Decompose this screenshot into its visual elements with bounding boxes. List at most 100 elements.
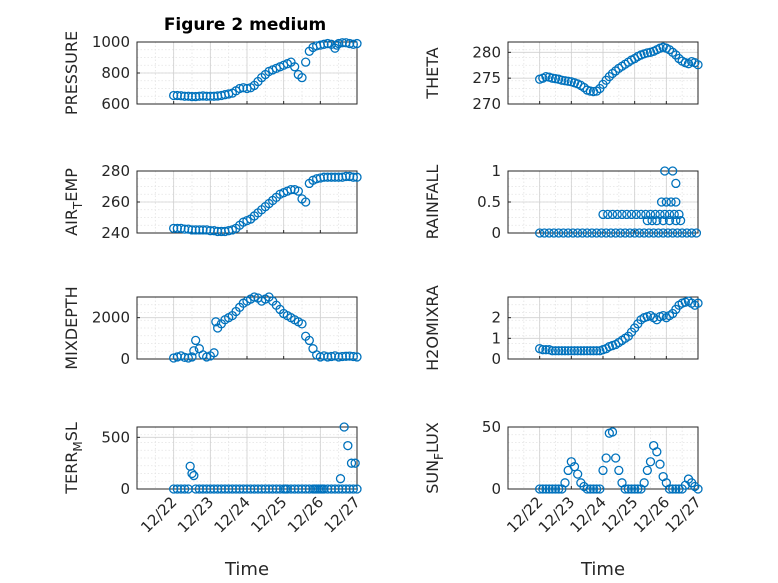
data-point <box>297 319 307 329</box>
y-tick-label: 1000 <box>92 33 130 51</box>
data-point <box>663 228 673 238</box>
data-point <box>202 91 212 101</box>
data-point <box>304 484 314 494</box>
x-tick-label: 12/23 <box>174 493 217 536</box>
data-point <box>326 172 336 182</box>
y-tick-label: 2000 <box>92 309 130 327</box>
data-point <box>598 465 608 476</box>
data-point <box>563 228 573 238</box>
data-point <box>187 468 197 479</box>
data-point <box>301 57 311 67</box>
data-point <box>631 209 641 220</box>
y-tick-label: 500 <box>101 428 130 446</box>
y-axis-label: THETA <box>423 47 442 99</box>
y-tick-label: 600 <box>101 95 130 113</box>
data-point <box>642 48 652 58</box>
data-point <box>323 38 333 49</box>
data-point <box>598 209 608 220</box>
y-tick-label: 240 <box>101 224 130 242</box>
data-point <box>348 351 358 362</box>
data-point <box>352 38 362 49</box>
data-point <box>655 459 665 469</box>
data-point <box>183 484 193 494</box>
x-tick-label: 12/22 <box>137 493 180 536</box>
data-point <box>198 91 208 101</box>
data-point <box>668 228 678 238</box>
data-point <box>334 484 344 494</box>
data-point <box>249 484 259 494</box>
data-point <box>693 60 703 70</box>
data-point <box>658 228 668 238</box>
data-point <box>538 345 548 355</box>
data-point <box>538 484 548 494</box>
data-point <box>205 484 215 494</box>
data-point <box>585 484 595 494</box>
y-tick-label: 50 <box>482 418 501 436</box>
y-tick-label: 1 <box>491 329 501 347</box>
data-point <box>319 172 329 182</box>
y-tick-label: 0 <box>491 350 501 368</box>
data-point <box>297 73 307 83</box>
data-point <box>588 346 599 356</box>
data-point <box>620 484 630 494</box>
data-point <box>231 484 241 494</box>
data-point <box>180 352 190 362</box>
data-point <box>544 228 554 238</box>
data-point <box>617 209 627 220</box>
data-point <box>352 172 362 182</box>
data-point <box>645 457 656 467</box>
y-axis-label: AIRTEMP <box>62 168 85 236</box>
data-point <box>573 228 583 238</box>
y-axis-label: TERRMSL <box>62 422 85 495</box>
data-point <box>235 83 245 94</box>
data-point <box>315 352 325 362</box>
data-point <box>569 346 580 356</box>
subplot-1: 600 800 1000 PRESSURE <box>62 31 362 115</box>
data-point <box>615 228 626 238</box>
data-point <box>554 484 564 494</box>
data-point <box>658 215 668 226</box>
data-point <box>332 40 342 50</box>
data-point <box>611 228 621 238</box>
data-point <box>348 484 358 494</box>
data-point <box>198 484 208 494</box>
data-point <box>205 91 215 101</box>
data-point <box>535 484 545 494</box>
data-point <box>550 74 561 84</box>
y-axis-label: SUNFLUX <box>423 422 446 494</box>
y-tick-label: 280 <box>472 43 501 61</box>
data-point <box>202 484 212 494</box>
y-axis-label: MIXDEPTH <box>62 286 81 369</box>
data-point <box>541 71 551 82</box>
data-point <box>668 484 678 494</box>
data-point <box>345 38 355 49</box>
data-point <box>592 346 602 356</box>
data-point <box>576 346 586 356</box>
data-point <box>671 484 681 494</box>
y-axis-label: H2OMIXRA <box>423 285 442 371</box>
data-point <box>346 458 357 468</box>
data-point <box>649 228 659 238</box>
data-point <box>172 484 182 494</box>
data-point <box>560 76 570 86</box>
data-point <box>612 209 622 220</box>
data-point <box>323 484 333 494</box>
data-point <box>549 228 559 238</box>
y-tick-label: 0.5 <box>477 193 501 211</box>
data-point <box>547 484 557 494</box>
subplot-3: 240 260 280 AIRTEMP <box>62 162 362 242</box>
figure-title: Figure 2 medium <box>164 15 326 35</box>
data-point <box>675 215 686 226</box>
data-point <box>249 292 259 302</box>
data-point <box>560 346 570 356</box>
data-point <box>642 215 652 226</box>
y-tick-label: 2 <box>491 309 501 327</box>
data-point <box>191 484 201 494</box>
data-point <box>592 484 602 494</box>
y-tick-label: 1 <box>491 162 501 180</box>
data-point <box>345 484 355 494</box>
data-point <box>297 484 307 494</box>
data-point <box>350 458 360 468</box>
subplot-6: 0 1 2 H2OMIXRA <box>423 285 703 371</box>
